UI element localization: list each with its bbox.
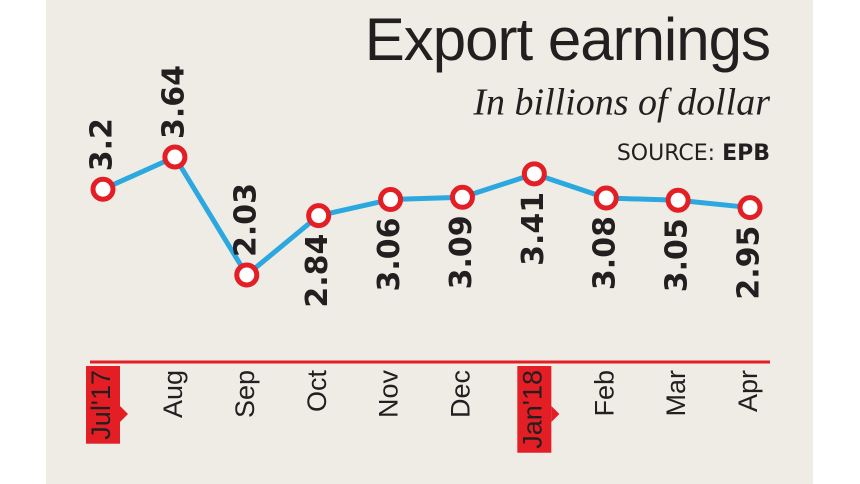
- x-tick-label: Sep: [230, 370, 260, 418]
- data-line: [101, 154, 751, 278]
- highlight-box: [86, 366, 120, 444]
- data-label: 3.09: [444, 215, 479, 289]
- data-label: 3.05: [660, 218, 695, 292]
- chart-subtitle: In billions of dollar: [472, 82, 770, 124]
- x-tick-label: Feb: [589, 370, 619, 417]
- highlight-pointer: [120, 406, 128, 422]
- data-point: [737, 195, 763, 221]
- data-point: [593, 185, 619, 211]
- chart-background: [46, 0, 813, 484]
- data-point: [378, 187, 404, 213]
- data-label: 2.84: [300, 234, 335, 308]
- x-tick-label: Nov: [374, 370, 404, 419]
- data-point: [449, 184, 475, 210]
- x-tick-label: Oct: [302, 370, 332, 413]
- data-point: [521, 161, 547, 187]
- x-tick-label: Apr: [733, 370, 763, 412]
- data-point: [306, 203, 332, 229]
- data-label: 3.06: [372, 218, 407, 292]
- data-label: 3.2: [85, 118, 120, 171]
- plot: 3.2 3.64 2.03 2.84 3.06 3.09 3.41 3.08 3.05 2.95 J…: [85, 65, 770, 453]
- data-point: [162, 144, 188, 170]
- data-label: 3.08: [588, 216, 623, 290]
- data-point: [90, 176, 116, 202]
- data-label: 3.41: [516, 192, 551, 266]
- data-label: 3.64: [156, 65, 191, 139]
- chart-title: Export earnings: [365, 6, 770, 73]
- source-name: EPB: [722, 141, 770, 166]
- x-tick-label: Jul'17: [86, 370, 116, 440]
- data-label: 2.95: [732, 226, 767, 300]
- x-tick-label: Jan'18: [517, 370, 547, 449]
- source-label: SOURCE:: [617, 141, 715, 166]
- data-point: [234, 262, 260, 288]
- x-tick-label: Mar: [661, 370, 691, 417]
- data-point: [665, 187, 691, 213]
- x-tick-label: Aug: [158, 370, 188, 418]
- data-label: 2.03: [228, 183, 263, 257]
- highlight-box: [517, 366, 552, 453]
- x-tick-label: Dec: [446, 370, 476, 418]
- highlight-pointer: [551, 406, 560, 422]
- source: SOURCE: EPB: [617, 141, 770, 166]
